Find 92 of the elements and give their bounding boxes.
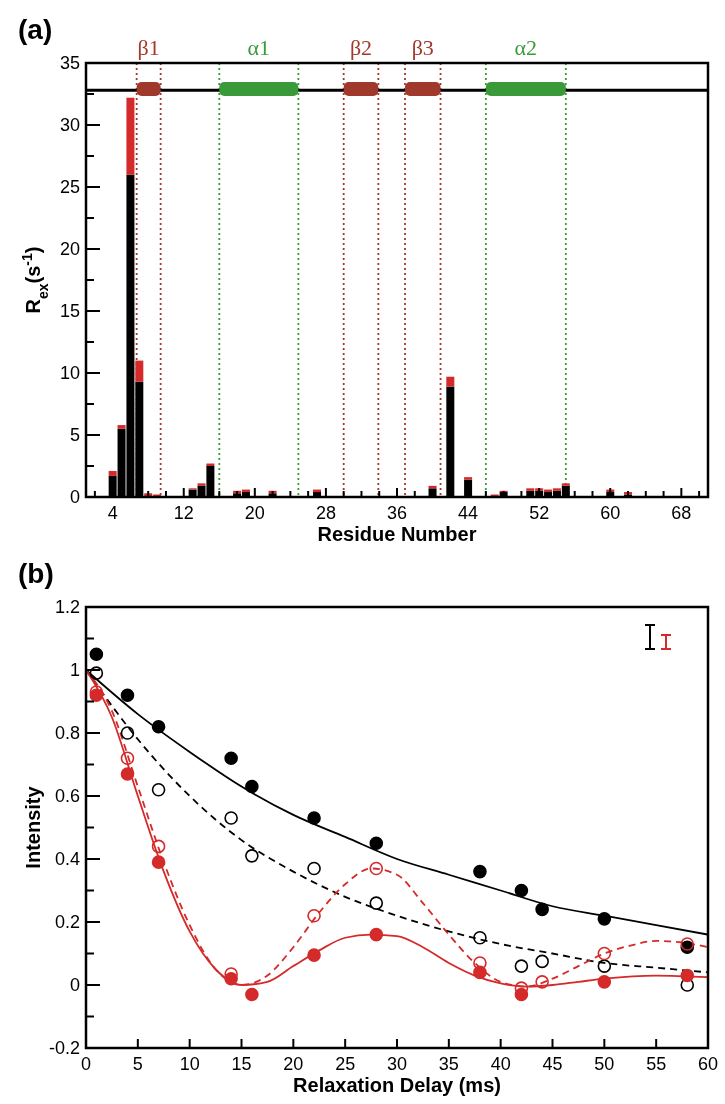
y-tick-label: 30: [59, 115, 80, 135]
point: [120, 726, 135, 740]
point: [151, 719, 166, 734]
x-tick-label: 4: [107, 503, 118, 523]
point: [151, 839, 166, 854]
y-tick-label: 10: [59, 363, 80, 383]
point: [307, 948, 321, 962]
point: [369, 861, 384, 876]
bar: [464, 477, 473, 480]
y-tick-label: 0.6: [54, 786, 80, 806]
bar: [108, 470, 117, 476]
x-tick-label: 25: [335, 1054, 356, 1074]
x-tick-label: 20: [244, 503, 265, 523]
x-axis-title: Relaxation Delay (ms): [293, 1074, 501, 1096]
text: β3: [411, 35, 434, 60]
point: [89, 647, 104, 662]
x-tick-label: 28: [315, 503, 336, 523]
x-tick-label: 60: [600, 503, 621, 523]
y-tick-label: 15: [59, 301, 80, 321]
point: [597, 959, 612, 973]
x-tick-label: 35: [438, 1054, 459, 1074]
y-tick-label: -0.2: [48, 1038, 80, 1058]
point: [369, 896, 384, 910]
y-tick-label: 5: [69, 425, 80, 445]
y-tick-label: 0: [69, 487, 80, 507]
point: [307, 908, 321, 923]
point: [89, 666, 104, 680]
point: [597, 946, 612, 961]
point: [120, 767, 135, 781]
bar: [117, 425, 126, 429]
x-tick-label: 10: [179, 1054, 200, 1074]
text: β1: [137, 35, 160, 60]
point: [597, 912, 612, 926]
x-tick-label: 60: [697, 1054, 719, 1074]
y-tick-label: 1: [69, 660, 80, 680]
y-tick-label: 0.2: [54, 912, 80, 932]
x-tick-label: 40: [490, 1054, 511, 1074]
point: [514, 883, 529, 898]
bar: [446, 376, 455, 387]
y-axis-title: Intensity: [22, 785, 44, 869]
x-tick-label: 20: [283, 1054, 304, 1074]
y-tick-label: 0.4: [54, 849, 80, 869]
point: [535, 975, 549, 989]
x-tick-label: 12: [173, 503, 194, 523]
chart-title: (a): [18, 14, 53, 45]
bar: [135, 360, 144, 382]
y-tick-label: 0.8: [54, 723, 80, 743]
x-tick-label: 52: [529, 503, 550, 523]
point: [369, 836, 384, 851]
point: [245, 779, 259, 794]
point: [514, 959, 529, 973]
bar: [561, 483, 570, 486]
point: [151, 782, 166, 797]
bar: [126, 97, 135, 175]
point: [680, 968, 695, 983]
point: [473, 956, 487, 970]
x-tick-label: 50: [594, 1054, 615, 1074]
point: [680, 978, 695, 992]
point: [120, 751, 135, 765]
text: β2: [349, 35, 373, 60]
x-tick-label: 68: [671, 503, 692, 523]
text: α2: [514, 35, 538, 60]
x-tick-label: 44: [458, 503, 479, 523]
point: [473, 930, 487, 945]
y-tick-label: 0: [69, 975, 80, 995]
x-tick-label: 36: [386, 503, 408, 523]
point: [369, 927, 384, 942]
point: [535, 954, 549, 969]
point: [224, 811, 238, 825]
point: [224, 751, 238, 765]
point: [473, 864, 487, 879]
x-tick-label: 15: [231, 1054, 252, 1074]
point: [307, 811, 321, 825]
point: [597, 975, 612, 989]
point: [245, 849, 259, 863]
x-tick-label: 30: [386, 1054, 408, 1074]
y-tick-label: 20: [59, 239, 80, 259]
y-tick-label: 1.2: [54, 597, 80, 617]
point: [245, 987, 259, 1002]
y-tick-label: 35: [59, 53, 80, 73]
x-tick-label: 55: [646, 1054, 667, 1074]
bar: [197, 483, 206, 486]
point: [151, 855, 166, 869]
point: [120, 688, 135, 702]
text: α1: [247, 35, 271, 60]
point: [535, 902, 549, 917]
x-axis-title: Residue Number: [317, 523, 477, 545]
x-tick-label: 45: [542, 1054, 563, 1074]
point: [307, 861, 321, 876]
chart-title: (b): [18, 558, 54, 589]
x-tick-label: 5: [132, 1054, 143, 1074]
y-tick-label: 25: [59, 177, 80, 197]
